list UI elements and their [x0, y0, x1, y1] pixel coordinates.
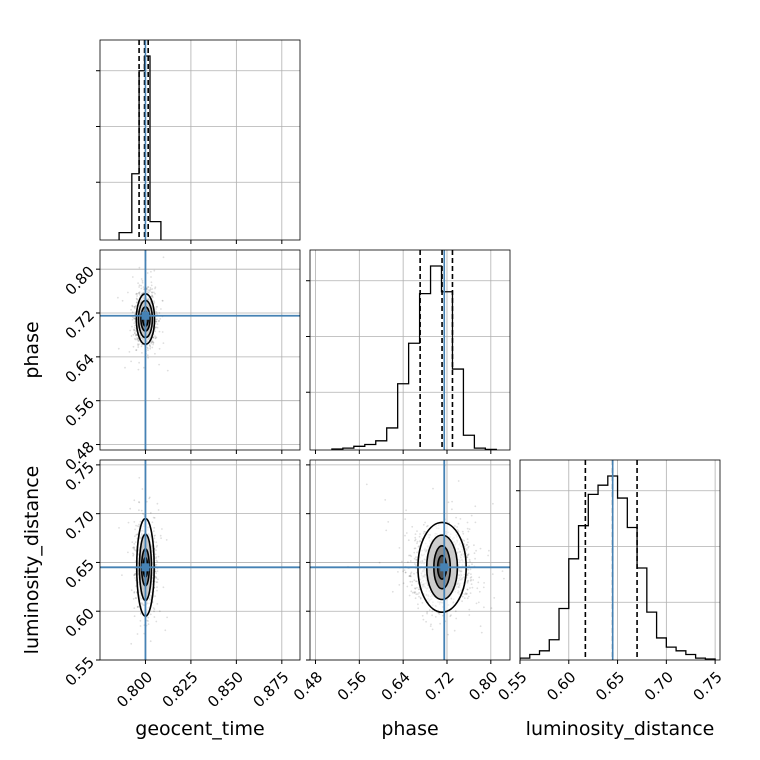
y-tick-label: 0.56 — [62, 394, 98, 430]
x-tick-label: 0.55 — [494, 668, 530, 704]
panel-frame-geocent_time-luminosity_distance — [99, 459, 301, 661]
x-axis-label-phase: phase — [381, 718, 438, 740]
x-tick-label: 0.825 — [159, 668, 202, 711]
panel-frame-phase-luminosity_distance — [309, 459, 511, 661]
y-axis-label-luminosity_distance: luminosity_distance — [21, 466, 43, 655]
y-tick-label: 0.72 — [62, 306, 98, 342]
histogram-phase — [331, 265, 497, 450]
x-axis-label-geocent_time: geocent_time — [135, 718, 264, 740]
x-tick-label: 0.64 — [378, 668, 414, 704]
truth-marker — [141, 311, 150, 320]
x-axis-label-luminosity_distance: luminosity_distance — [526, 718, 715, 740]
x-tick-label: 0.72 — [421, 668, 457, 704]
x-tick-label: 0.875 — [249, 668, 292, 711]
histogram-geocent_time — [118, 55, 162, 240]
y-tick-label: 0.80 — [62, 262, 98, 298]
panel-frame-phase — [309, 249, 511, 451]
y-tick-label: 0.55 — [62, 653, 98, 689]
x-tick-label: 0.80 — [465, 668, 501, 704]
truth-marker — [141, 563, 150, 572]
x-tick-label: 0.56 — [334, 668, 370, 704]
x-tick-label: 0.75 — [690, 668, 726, 704]
x-tick-label: 0.48 — [290, 668, 326, 704]
y-tick-label: 0.65 — [62, 556, 98, 592]
y-tick-label: 0.60 — [62, 605, 98, 641]
truth-marker — [440, 563, 449, 572]
x-tick-label: 0.800 — [113, 668, 156, 711]
y-tick-label: 0.64 — [62, 350, 98, 386]
x-tick-label: 0.60 — [543, 668, 579, 704]
y-axis-label-phase: phase — [21, 321, 43, 378]
panel-frame-geocent_time — [99, 39, 301, 241]
x-tick-label: 0.70 — [641, 668, 677, 704]
panel-frame-geocent_time-phase — [99, 249, 301, 451]
histogram-luminosity_distance — [520, 475, 716, 660]
x-tick-label: 0.850 — [204, 668, 247, 711]
y-tick-label: 0.70 — [62, 507, 98, 543]
panel-frame-luminosity_distance — [519, 459, 721, 661]
x-tick-label: 0.65 — [592, 668, 628, 704]
